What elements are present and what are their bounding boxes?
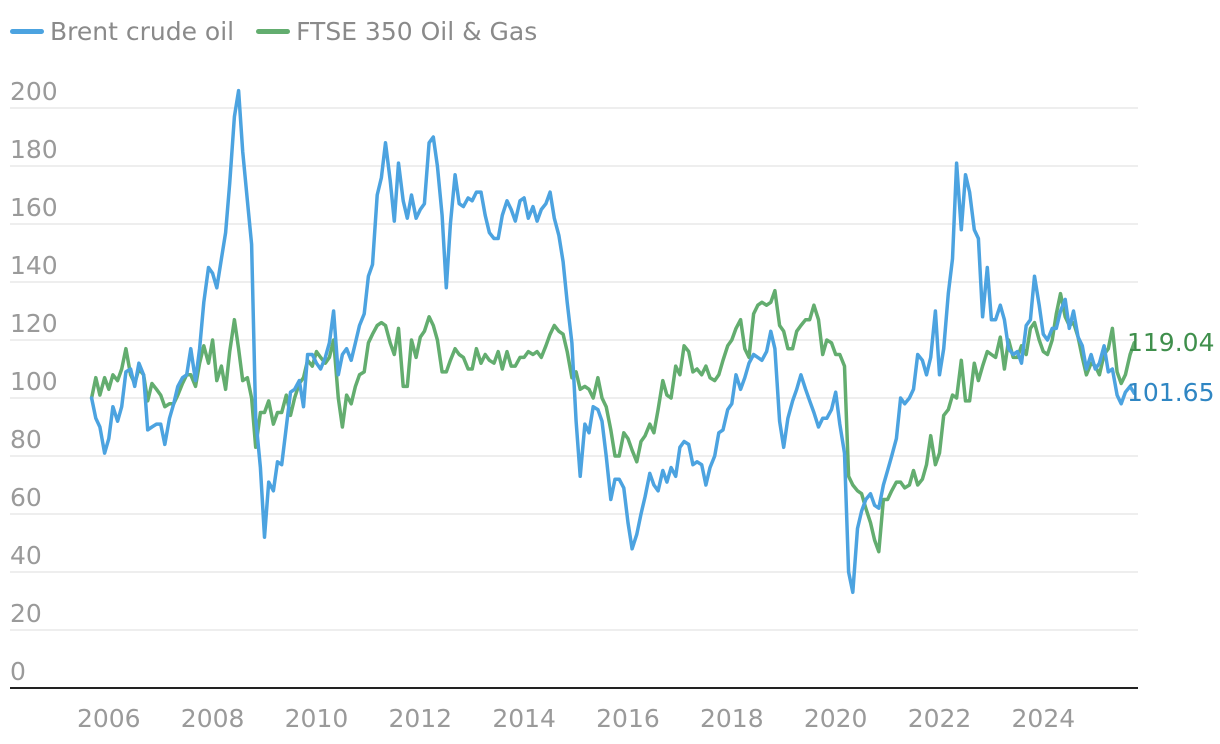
y-axis-ticks: 0 20 40 60 80 100 120 140 160 180 200 xyxy=(10,77,58,686)
end-labels: 101.65 119.04 xyxy=(1127,328,1214,407)
legend: Brent crude oil FTSE 350 Oil & Gas xyxy=(10,14,559,48)
legend-swatch-ftse xyxy=(256,28,291,34)
legend-label-brent: Brent crude oil xyxy=(50,16,235,46)
x-tick-2022: 2022 xyxy=(908,704,972,733)
x-tick-2016: 2016 xyxy=(596,704,660,733)
x-tick-2018: 2018 xyxy=(700,704,764,733)
y-tick-200: 200 xyxy=(10,77,58,106)
legend-item-brent: Brent crude oil xyxy=(10,17,234,46)
legend-label-ftse: FTSE 350 Oil & Gas xyxy=(296,16,538,46)
x-tick-2014: 2014 xyxy=(492,704,556,733)
y-tick-100: 100 xyxy=(10,367,58,396)
legend-swatch-brent xyxy=(10,28,44,34)
y-tick-0: 0 xyxy=(10,657,26,686)
x-tick-2010: 2010 xyxy=(285,704,349,733)
y-tick-160: 160 xyxy=(10,193,58,222)
y-tick-120: 120 xyxy=(10,309,58,338)
legend-item-ftse: FTSE 350 Oil & Gas xyxy=(256,17,537,46)
series-line-0 xyxy=(89,88,1136,595)
x-tick-2024: 2024 xyxy=(1012,704,1076,733)
y-tick-80: 80 xyxy=(10,425,42,454)
y-tick-20: 20 xyxy=(10,599,42,628)
series-lines xyxy=(89,88,1136,595)
y-tick-180: 180 xyxy=(10,135,58,164)
x-tick-2008: 2008 xyxy=(181,704,245,733)
end-label-0: 101.65 xyxy=(1127,378,1214,407)
series-line-1 xyxy=(89,288,1136,554)
end-label-1: 119.04 xyxy=(1127,328,1214,357)
y-tick-140: 140 xyxy=(10,251,58,280)
y-tick-60: 60 xyxy=(10,483,42,512)
y-tick-40: 40 xyxy=(10,541,42,570)
x-axis-ticks: 2006 2008 2010 2012 2014 2016 2018 2020 2022 2024 xyxy=(77,704,1075,733)
x-tick-2006: 2006 xyxy=(77,704,141,733)
x-tick-2012: 2012 xyxy=(388,704,452,733)
x-tick-2020: 2020 xyxy=(804,704,868,733)
